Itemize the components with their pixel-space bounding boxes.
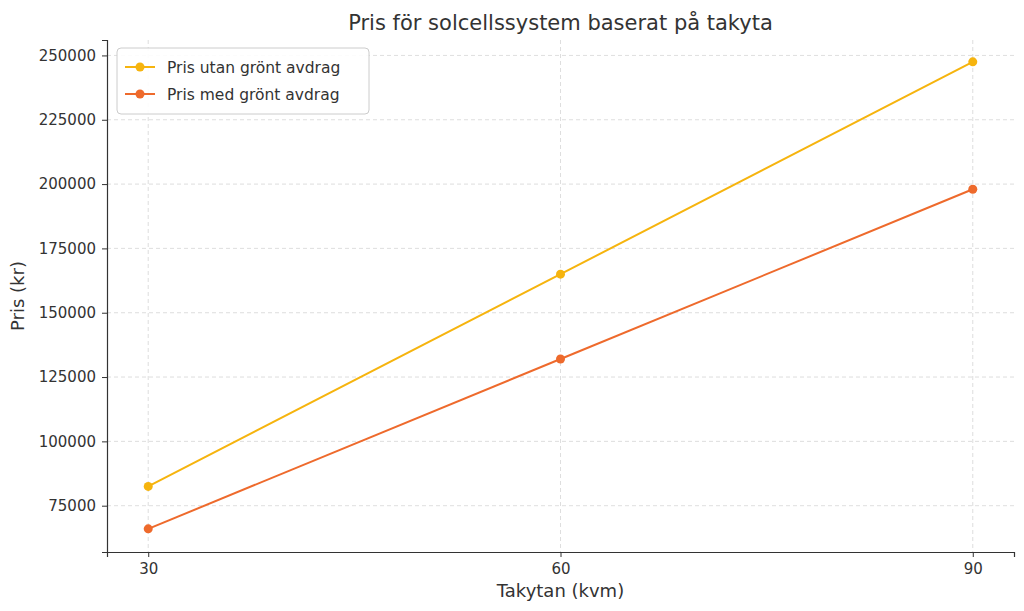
legend-label: Pris utan grönt avdrag (167, 59, 340, 77)
tick: 30 (139, 552, 158, 578)
tick-mark (102, 377, 107, 378)
grid-line-x (972, 40, 973, 552)
tick: 200000 (39, 175, 107, 193)
tick-mark (102, 184, 107, 185)
series-marker (144, 524, 153, 533)
tick-mark (102, 120, 107, 121)
grid (107, 40, 1014, 552)
tick-label: 200000 (39, 175, 96, 193)
tick-label: 90 (964, 560, 983, 578)
legend: Pris utan grönt avdrag Pris med grönt avd… (117, 48, 369, 114)
tick-mark (561, 552, 562, 557)
grid-line-y (107, 184, 1014, 185)
grid-line-y (107, 505, 1014, 506)
y-axis: 75000 100000 125000 150000 175000 200000 22500… (39, 41, 108, 553)
tick-label: 100000 (39, 433, 96, 451)
tick: 90 (964, 552, 983, 578)
tick: 225000 (39, 111, 107, 129)
tick-label: 225000 (39, 111, 96, 129)
x-axis: 30 60 90 (108, 552, 1015, 578)
tick: 100000 (39, 433, 107, 451)
tick-mark (973, 552, 974, 557)
grid-line-x (148, 40, 149, 552)
tick-mark (102, 441, 107, 442)
legend-label: Pris med grönt avdrag (167, 86, 340, 104)
grid-line-y (107, 441, 1014, 442)
grid-line-x (560, 40, 561, 552)
series-marker (556, 355, 565, 364)
legend-box (117, 48, 369, 114)
tick-mark (148, 552, 149, 557)
y-axis-label: Pris (kr) (7, 261, 28, 331)
series-marker (556, 270, 565, 279)
axis-line (102, 41, 108, 553)
tick-mark (102, 313, 107, 314)
legend-marker (136, 90, 145, 99)
series-marker (144, 482, 153, 491)
series-marker (968, 185, 977, 194)
tick-label: 175000 (39, 240, 96, 258)
legend-marker (136, 63, 145, 72)
grid-line-y (107, 312, 1014, 313)
tick-label: 250000 (39, 47, 96, 65)
tick: 250000 (39, 47, 107, 65)
chart-title: Pris för solcellssystem baserat på takyt… (348, 10, 773, 35)
tick-mark (102, 506, 107, 507)
tick-label: 60 (551, 560, 570, 578)
tick: 175000 (39, 240, 107, 258)
axis-line (108, 553, 1015, 558)
tick: 150000 (39, 304, 107, 322)
x-axis-label: Takytan (kvm) (496, 580, 624, 601)
grid-line-y (107, 377, 1014, 378)
tick: 60 (551, 552, 570, 578)
tick-label: 30 (139, 560, 158, 578)
series-marker (968, 57, 977, 66)
tick-mark (102, 55, 107, 56)
series-line (148, 62, 973, 487)
tick-label: 125000 (39, 368, 96, 386)
tick-mark (102, 248, 107, 249)
plot: 30 60 90 75000 100000 125000 150000 175000 20000… (39, 40, 1015, 578)
tick-label: 150000 (39, 304, 96, 322)
grid-line-y (107, 119, 1014, 120)
series-line (148, 189, 973, 529)
series-group (144, 57, 978, 533)
tick: 125000 (39, 368, 107, 386)
grid-line-y (107, 248, 1014, 249)
tick: 75000 (48, 497, 107, 515)
tick-label: 75000 (48, 497, 96, 515)
